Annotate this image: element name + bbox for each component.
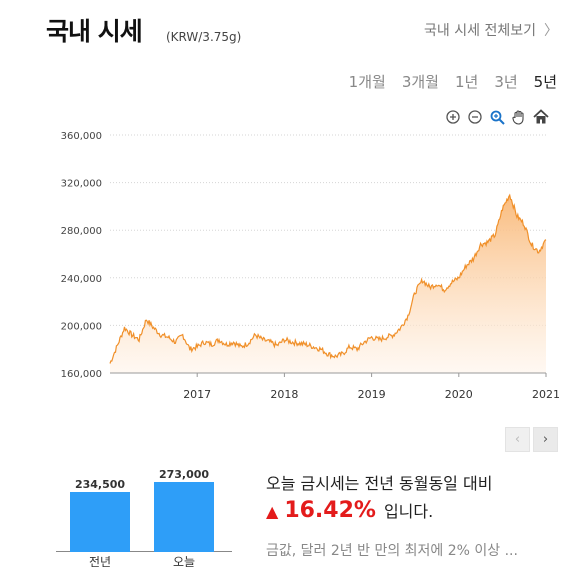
period-tab-3[interactable]: 3년 (494, 73, 518, 91)
chevron-right-icon: 〉 (544, 23, 558, 39)
zoom-out-icon[interactable] (466, 108, 484, 126)
comparison-bar (154, 482, 214, 552)
y-tick-label: 240,000 (61, 274, 102, 285)
x-tick-label: 2020 (445, 388, 473, 401)
y-tick-label: 320,000 (61, 179, 102, 190)
comparison-value: 273,000 (158, 468, 210, 481)
x-tick-label: 2017 (183, 388, 211, 401)
price-chart-svg: 360,000 320,000 280,000 240,000 200,000 160,0… (61, 131, 560, 401)
comparison-bar (70, 491, 130, 552)
y-tick-label: 360,000 (61, 131, 102, 142)
comparison-axis (56, 551, 232, 552)
summary-suffix: 입니다. (383, 502, 434, 521)
page-title: 국내 시세 (46, 17, 143, 46)
news-headline-link[interactable]: 금값, 달러 2년 반 만의 최저에 2% 이상 ... (266, 543, 518, 559)
y-tick-label: 280,000 (61, 226, 102, 237)
x-tick-label: 2021 (532, 388, 560, 401)
up-arrow-icon: ▲ (266, 502, 279, 521)
comparison-label: 오늘 (172, 555, 196, 569)
period-tab-0[interactable]: 1개월 (348, 73, 386, 91)
chart-pager: ‹ › (502, 427, 558, 452)
magnify-icon[interactable] (488, 108, 506, 126)
next-page-button[interactable]: › (533, 427, 558, 452)
price-line (109, 193, 547, 364)
price-chart[interactable]: 360,000 320,000 280,000 240,000 200,000 160,0… (0, 120, 582, 410)
y-tick-label: 160,000 (61, 369, 102, 380)
year-comparison-chart: 234,500 전년 273,000 오늘 (56, 468, 232, 570)
view-all-label: 국내 시세 전체보기 (424, 23, 536, 39)
comparison-label: 전년 (88, 555, 112, 569)
summary-text: 오늘 금시세는 전년 동월동일 대비 (266, 474, 493, 493)
period-tab-1[interactable]: 3개월 (401, 73, 439, 91)
y-tick-label: 200,000 (61, 321, 102, 332)
summary-change: ▲ 16.42% 입니다. (266, 498, 433, 523)
prev-page-button[interactable]: ‹ (505, 427, 530, 452)
change-percent: 16.42% (284, 498, 376, 523)
zoom-in-icon[interactable] (444, 108, 462, 126)
x-tick-label: 2019 (358, 388, 386, 401)
view-all-link[interactable]: 국내 시세 전체보기 〉 (424, 20, 558, 40)
price-unit: (KRW/3.75g) (166, 30, 242, 44)
period-tab-4[interactable]: 5년 (533, 73, 557, 91)
pan-hand-icon[interactable] (510, 108, 528, 126)
x-tick-label: 2018 (270, 388, 298, 401)
chart-toolbar (444, 108, 550, 126)
price-area (110, 195, 546, 373)
home-icon[interactable] (532, 108, 550, 126)
period-tab-2[interactable]: 1년 (454, 73, 479, 91)
period-tabs: 1개월 3개월 1년 3년 5년 (349, 71, 557, 92)
comparison-value: 234,500 (74, 477, 126, 491)
